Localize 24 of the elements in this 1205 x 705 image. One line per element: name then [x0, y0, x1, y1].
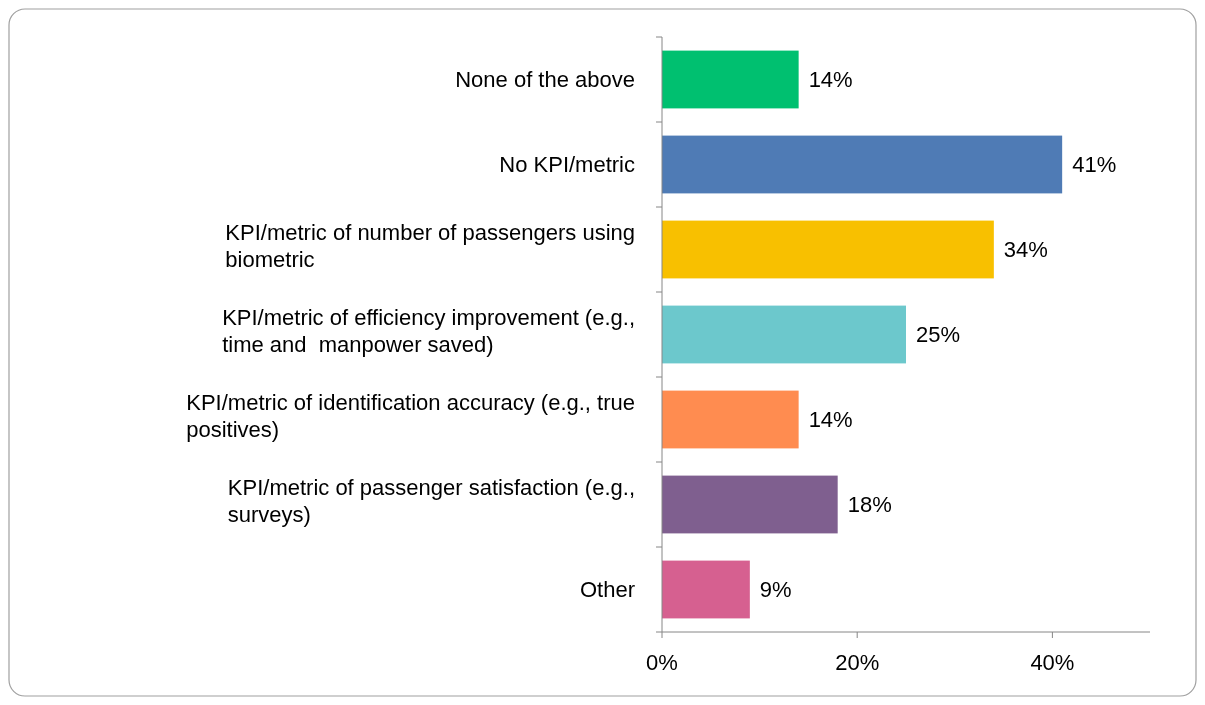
- bar: [662, 50, 799, 109]
- bar: [662, 475, 838, 534]
- y-tick-label: KPI/metric of identification accuracy (e.g., true positives): [186, 390, 636, 442]
- data-label: 41%: [1072, 152, 1117, 178]
- y-tick-label: Other: [579, 577, 636, 603]
- y-tick-label: No KPI/metric: [499, 152, 636, 178]
- x-tick-label: 20%: [835, 650, 880, 675]
- data-label: 25%: [916, 322, 961, 348]
- bar: [662, 135, 1063, 194]
- data-label: 34%: [1003, 237, 1048, 263]
- bar: [662, 220, 994, 279]
- y-tick-label: KPI/metric of passenger satisfaction (e.g., surveys): [227, 475, 635, 527]
- y-tick-label: KPI/metric of efficiency improvement (e.g., time and manpower saved): [222, 305, 635, 357]
- data-label: 14%: [808, 67, 853, 93]
- bar: [662, 390, 799, 449]
- data-label: 14%: [808, 407, 853, 433]
- bar: [662, 305, 906, 364]
- data-label: 18%: [847, 492, 892, 518]
- y-tick-label: None of the above: [455, 67, 636, 93]
- y-tick-label: KPI/metric of number of passengers using biometric: [225, 220, 636, 272]
- data-label: 9%: [759, 577, 792, 603]
- x-tick-label: 40%: [1030, 650, 1075, 675]
- x-tick-label: 0%: [646, 650, 678, 675]
- bar: [662, 560, 750, 619]
